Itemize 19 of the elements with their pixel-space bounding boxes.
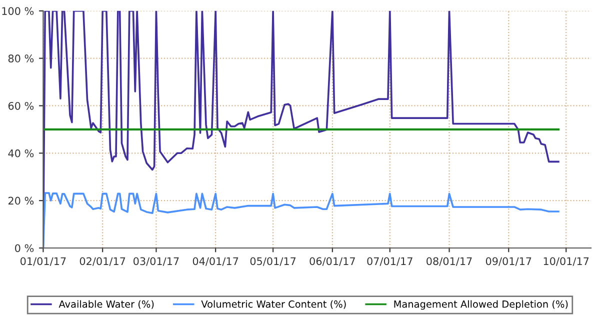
- y-tick-label: 0 %: [15, 244, 34, 252]
- x-tick-label: 04/01/17: [192, 257, 238, 266]
- x-tick-label: 02/01/17: [80, 257, 126, 266]
- y-tick-label: 80 %: [8, 54, 34, 62]
- y-tick-label: 60 %: [8, 102, 34, 110]
- x-tick-label: 07/01/17: [367, 257, 412, 266]
- x-tick-label: 10/01/17: [544, 257, 589, 266]
- legend-label: Volumetric Water Content (%): [201, 300, 346, 309]
- x-tick-label: 08/01/17: [426, 257, 472, 266]
- y-tick-label: 40 %: [8, 149, 34, 158]
- y-tick-label: 100 %: [2, 7, 34, 15]
- x-tick-label: 05/01/17: [250, 257, 296, 266]
- y-tick-label: 20 %: [8, 196, 34, 205]
- legend-label: Management Allowed Depletion (%): [394, 300, 568, 310]
- x-tick-label: 03/01/17: [134, 257, 179, 266]
- x-tick-label: 01/01/17: [20, 257, 66, 266]
- x-tick-label: 09/01/17: [486, 257, 532, 266]
- x-tick-label: 06/01/17: [310, 257, 355, 266]
- legend-label: Available Water (%): [58, 300, 154, 309]
